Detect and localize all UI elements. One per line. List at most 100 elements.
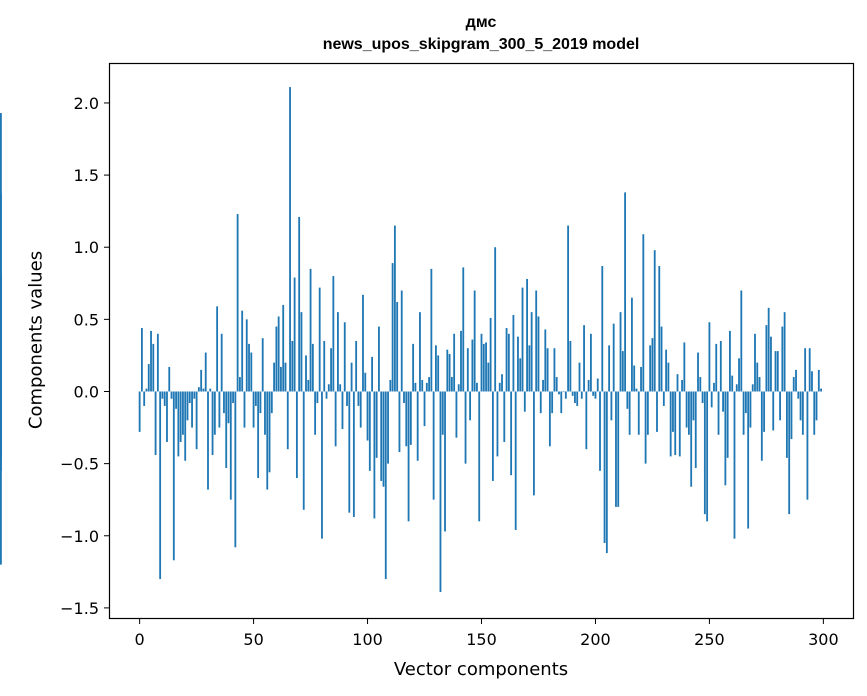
bar [792,377,795,392]
bar [455,391,458,438]
bar [419,312,421,392]
bar [473,290,476,392]
bar [795,369,797,392]
bar [314,391,317,435]
bar [302,391,305,510]
x-tick-label: 300 [808,630,839,649]
bar [193,391,196,399]
bar [341,391,344,429]
bar [435,345,437,392]
bar [396,302,399,392]
bar [200,369,203,392]
bar [195,391,198,450]
bar [204,352,207,392]
bar [398,391,401,453]
bar [450,377,453,392]
bar [259,391,262,414]
bar [717,391,720,435]
bar [225,391,228,468]
bar [751,384,754,392]
bar [282,304,285,392]
bar [485,342,487,392]
bar [425,382,428,392]
bar [578,362,581,392]
bar [820,388,822,392]
bar [749,391,752,428]
bar [275,326,278,392]
bar [166,391,168,442]
bar [0,391,2,435]
bar [471,339,474,392]
bar [592,391,595,396]
bar [364,372,367,392]
bar [268,391,271,473]
bar [587,379,590,392]
bar [389,379,392,392]
bar [783,312,786,392]
bar [681,379,683,392]
bar [257,391,260,479]
bar [770,336,772,392]
bar [156,333,159,392]
bar [150,330,152,392]
bar [576,391,579,406]
bar [280,366,282,392]
bar [505,328,508,392]
bar [172,391,175,561]
bar [236,214,239,392]
bar [517,336,519,392]
bar [758,377,761,392]
bar [672,391,674,432]
bar [355,341,358,392]
bar [533,391,535,496]
bar [546,348,549,392]
bar [580,391,583,399]
bar [544,329,547,392]
x-tick-label: 100 [352,630,383,649]
bar [519,358,522,392]
bar [774,351,777,392]
bar [526,278,528,392]
x-tick-label: 250 [694,630,725,649]
bar [332,276,335,392]
bar [152,343,155,392]
bar [305,355,307,392]
bar [507,333,510,392]
bar [637,391,640,435]
bar [478,391,481,522]
bar [191,391,193,428]
bar [742,391,745,435]
bar [603,391,606,543]
bar [551,391,554,414]
bar [523,391,526,412]
bar [159,391,162,580]
bar [510,391,513,476]
y-tick-label: 1.0 [74,238,99,257]
bar [373,391,376,519]
bar [444,391,446,532]
bar [665,349,668,392]
bar [567,225,570,392]
bar [781,326,784,392]
bar [346,391,348,406]
x-tick-label: 0 [135,630,145,649]
bar [797,391,800,399]
bar [535,290,538,392]
bar [330,348,332,392]
bar [327,384,330,392]
bar [391,263,394,392]
y-tick-label: 0.0 [74,382,99,401]
bar [138,391,141,432]
bar [476,382,478,392]
chart-title-line-1: дмс [465,14,497,31]
bar [277,316,280,392]
bar [407,391,410,522]
bar [735,384,738,392]
bar [414,382,417,392]
bar [503,391,506,442]
bar [760,391,763,461]
bar [409,391,412,445]
bar [168,366,171,392]
bar [514,391,517,530]
bar [624,192,626,392]
